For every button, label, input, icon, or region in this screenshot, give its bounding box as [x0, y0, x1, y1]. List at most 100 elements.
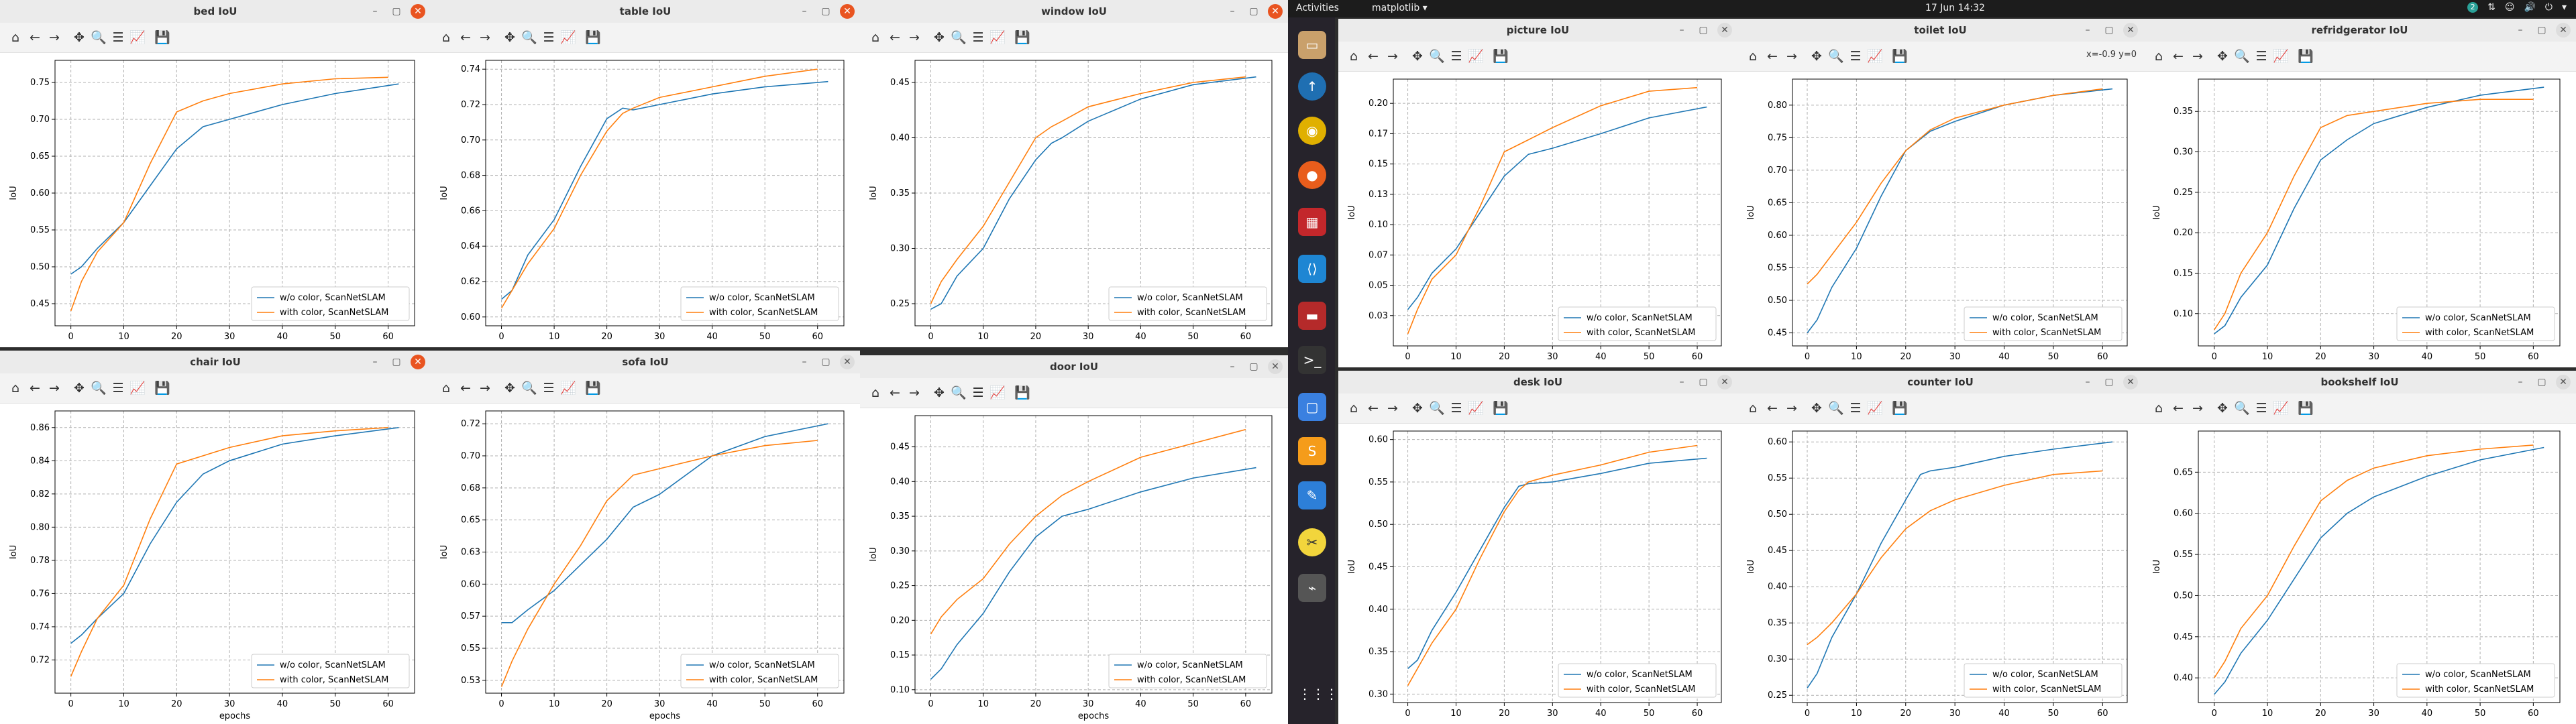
plot-window[interactable]: chair IoU – ▢ ✕ ⌂ ← → ✥ 🔍 ☰ 📈 💾 0 10 20 30 40 50 60 0.… [0, 351, 431, 724]
edit-axis-icon[interactable]: 📈 [1468, 401, 1484, 416]
home-icon[interactable]: ⌂ [1748, 49, 1758, 64]
maximize-icon[interactable]: ▢ [2537, 25, 2546, 36]
back-icon[interactable]: ← [1368, 49, 1379, 64]
maximize-icon[interactable]: ▢ [2104, 377, 2114, 387]
edit-axis-icon[interactable]: 📈 [129, 381, 146, 396]
zoom-icon[interactable]: 🔍 [521, 381, 537, 396]
minimize-icon[interactable]: – [1679, 25, 1684, 36]
back-icon[interactable]: ← [30, 381, 40, 396]
save-icon[interactable]: 💾 [1493, 49, 1509, 64]
home-icon[interactable]: ⌂ [11, 30, 20, 45]
zoom-icon[interactable]: 🔍 [521, 30, 537, 45]
pan-icon[interactable]: ✥ [1811, 49, 1822, 64]
zoom-icon[interactable]: 🔍 [951, 30, 967, 45]
zoom-icon[interactable]: 🔍 [2234, 49, 2250, 64]
plot-window[interactable]: door IoU – ▢ ✕ ⌂ ← → ✥ 🔍 ☰ 📈 💾 0 10 20 30 40 50 60 0.1… [860, 355, 1288, 724]
zoom-icon[interactable]: 🔍 [1429, 49, 1445, 64]
back-icon[interactable]: ← [1368, 401, 1379, 416]
pan-icon[interactable]: ✥ [1811, 401, 1822, 416]
window-titlebar[interactable]: bed IoU – ▢ ✕ [0, 0, 431, 23]
plot-window[interactable]: toilet IoU – ▢ ✕ ⌂ ← → ✥ 🔍 ☰ 📈 💾 x=-0.9 y=0 0 10 2… [1737, 19, 2143, 367]
minimize-icon[interactable]: – [2518, 377, 2523, 387]
configure-icon[interactable]: ☰ [543, 30, 555, 45]
pan-icon[interactable]: ✥ [1412, 49, 1423, 64]
configure-icon[interactable]: ☰ [1849, 401, 1862, 416]
home-icon[interactable]: ⌂ [2154, 49, 2163, 64]
maximize-icon[interactable]: ▢ [1249, 6, 1258, 17]
close-icon[interactable]: ✕ [1268, 359, 1283, 374]
firefox-icon[interactable]: ● [1298, 161, 1326, 189]
home-icon[interactable]: ⌂ [871, 385, 880, 400]
plot-window[interactable]: sofa IoU – ▢ ✕ ⌂ ← → ✥ 🔍 ☰ 📈 💾 0 10 20 30 40 50 60 0.5… [431, 351, 860, 724]
window-titlebar[interactable]: table IoU – ▢ ✕ [431, 0, 860, 23]
maximize-icon[interactable]: ▢ [821, 357, 830, 367]
window-titlebar[interactable]: toilet IoU – ▢ ✕ [1737, 19, 2143, 42]
close-icon[interactable]: ✕ [2556, 23, 2571, 38]
edit-axis-icon[interactable]: 📈 [560, 30, 576, 45]
network-icon[interactable]: ⇅ [2487, 2, 2496, 13]
maximize-icon[interactable]: ▢ [1699, 377, 1708, 387]
forward-icon[interactable]: → [49, 30, 60, 45]
minimize-icon[interactable]: – [2085, 377, 2090, 387]
back-icon[interactable]: ← [1767, 49, 1778, 64]
zoom-icon[interactable]: 🔍 [91, 30, 107, 45]
back-icon[interactable]: ← [30, 30, 40, 45]
back-icon[interactable]: ← [2173, 49, 2184, 64]
minimize-icon[interactable]: – [1230, 361, 1235, 372]
minimize-icon[interactable]: – [2518, 25, 2523, 36]
minimize-icon[interactable]: – [1230, 6, 1235, 17]
minimize-icon[interactable]: – [372, 6, 378, 17]
sublime-icon[interactable]: S [1298, 437, 1326, 465]
transfer-icon[interactable]: ↑ [1298, 72, 1326, 101]
forward-icon[interactable]: → [1786, 401, 1797, 416]
plot-window[interactable]: desk IoU – ▢ ✕ ⌂ ← → ✥ 🔍 ☰ 📈 💾 0 10 20 30 40 50 60 0.3… [1338, 371, 1737, 724]
forward-icon[interactable]: → [480, 30, 490, 45]
system-tray[interactable]: 2 ⇅ ☺ 🔊 ⏻ ▾ [2467, 2, 2567, 13]
maximize-icon[interactable]: ▢ [1249, 361, 1258, 372]
configure-icon[interactable]: ☰ [972, 385, 984, 400]
window-titlebar[interactable]: sofa IoU – ▢ ✕ [431, 351, 860, 374]
maximize-icon[interactable]: ▢ [2104, 25, 2114, 36]
maximize-icon[interactable]: ▢ [392, 6, 401, 17]
close-icon[interactable]: ✕ [840, 4, 855, 19]
save-icon[interactable]: 💾 [1892, 401, 1908, 416]
close-icon[interactable]: ✕ [2556, 375, 2571, 389]
zoom-icon[interactable]: 🔍 [2234, 401, 2250, 416]
window-titlebar[interactable]: window IoU – ▢ ✕ [860, 0, 1288, 23]
chrome-icon[interactable]: ◉ [1298, 117, 1326, 145]
forward-icon[interactable]: → [909, 30, 920, 45]
minimize-icon[interactable]: – [2085, 25, 2090, 36]
forward-icon[interactable]: → [480, 381, 490, 396]
terminal2-icon[interactable]: >_ [1298, 346, 1326, 374]
close-icon[interactable]: ✕ [840, 355, 855, 369]
maximize-icon[interactable]: ▢ [2537, 377, 2546, 387]
window-titlebar[interactable]: picture IoU – ▢ ✕ [1338, 19, 1737, 42]
files-icon[interactable]: ▭ [1298, 31, 1326, 59]
configure-icon[interactable]: ☰ [112, 381, 124, 396]
save-icon[interactable]: 💾 [1493, 401, 1509, 416]
plot-window[interactable]: counter IoU – ▢ ✕ ⌂ ← → ✥ 🔍 ☰ 📈 💾 0 10 20 30 40 50 60… [1737, 371, 2143, 724]
tools-icon[interactable]: ✂ [1298, 528, 1326, 556]
back-icon[interactable]: ← [460, 381, 471, 396]
save-icon[interactable]: 💾 [1014, 30, 1030, 45]
edit-axis-icon[interactable]: 📈 [1867, 49, 1883, 64]
apps-grid-icon[interactable]: ⋮⋮⋮ [1298, 686, 1338, 702]
pan-icon[interactable]: ✥ [74, 381, 85, 396]
edit-axis-icon[interactable]: 📈 [1867, 401, 1883, 416]
minimize-icon[interactable]: – [1679, 377, 1684, 387]
save-icon[interactable]: 💾 [585, 30, 601, 45]
pan-icon[interactable]: ✥ [74, 30, 85, 45]
zoom-icon[interactable]: 🔍 [1828, 49, 1844, 64]
close-icon[interactable]: ✕ [2123, 375, 2138, 389]
forward-icon[interactable]: → [1387, 49, 1398, 64]
plot-window[interactable]: picture IoU – ▢ ✕ ⌂ ← → ✥ 🔍 ☰ 📈 💾 0 10 20 30 40 50 60… [1338, 19, 1737, 367]
save-icon[interactable]: 💾 [154, 30, 170, 45]
window-titlebar[interactable]: chair IoU – ▢ ✕ [0, 351, 431, 374]
edit-axis-icon[interactable]: 📈 [2273, 401, 2289, 416]
forward-icon[interactable]: → [2192, 49, 2203, 64]
window-titlebar[interactable]: refridgerator IoU – ▢ ✕ [2143, 19, 2576, 42]
plot-window[interactable]: bookshelf IoU – ▢ ✕ ⌂ ← → ✥ 🔍 ☰ 📈 💾 0 10 20 30 40 50… [2143, 371, 2576, 724]
home-icon[interactable]: ⌂ [11, 381, 20, 396]
zoom-icon[interactable]: 🔍 [1429, 401, 1445, 416]
back-icon[interactable]: ← [2173, 401, 2184, 416]
